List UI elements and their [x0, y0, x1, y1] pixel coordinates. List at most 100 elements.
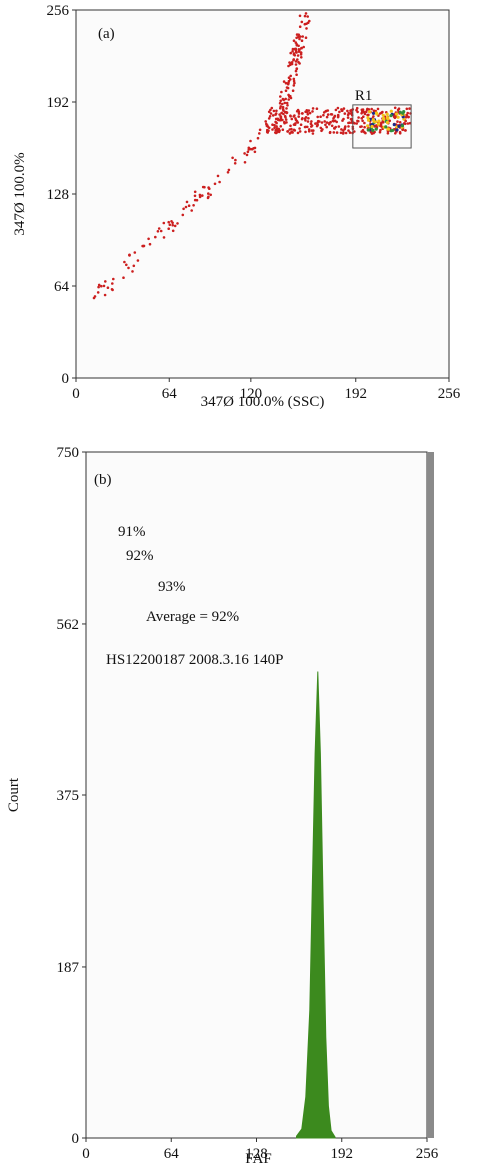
scatter-point: [294, 63, 298, 66]
scatter-point: [386, 127, 390, 131]
scatter-point: [233, 162, 237, 165]
scatter-point: [292, 58, 296, 61]
scatter-point: [287, 64, 290, 68]
scatter-point: [394, 115, 398, 119]
scatter-point: [181, 213, 185, 217]
scatter-point: [293, 123, 297, 126]
scatter-point: [326, 109, 330, 112]
scatter-point: [396, 115, 400, 119]
x-tick-label: 0: [82, 1146, 90, 1162]
scatter-point: [192, 204, 195, 207]
annotation-93: 93%: [158, 579, 186, 595]
scatter-point: [270, 106, 274, 110]
scatter-point: [400, 124, 405, 128]
scatter-point: [297, 115, 301, 118]
scatter-point: [274, 120, 277, 124]
scatter-point: [297, 35, 300, 39]
scatter-point: [302, 45, 306, 49]
scatter-point: [271, 123, 274, 126]
scatter-point: [364, 131, 367, 135]
scatter-point: [403, 122, 406, 125]
scatter-point: [136, 259, 140, 262]
scatter-point: [154, 235, 157, 239]
scatter-point: [195, 198, 199, 202]
histogram-plot-frame: [85, 451, 428, 1139]
annotation-average: Average = 92%: [146, 609, 239, 625]
scatter-point: [333, 127, 336, 130]
scatter-point: [307, 109, 311, 112]
scatter-point: [366, 118, 371, 122]
scatter-point: [300, 39, 304, 42]
scatter-point: [264, 120, 268, 123]
scatter-point: [276, 117, 280, 121]
scatter-point: [285, 111, 289, 114]
scatter-point: [283, 101, 287, 105]
scatter-point: [279, 115, 283, 119]
histogram-panel: 0 64 128 192 256 0 187 375 562 750 (b) 91% 92% 93…: [6, 445, 439, 1167]
scatter-point: [123, 260, 126, 264]
scatter-point: [185, 200, 189, 204]
y-tick-label: 0: [62, 371, 70, 387]
y-tick-label: 64: [54, 279, 70, 295]
scatter-point: [290, 61, 294, 64]
scatter-point: [385, 112, 389, 116]
scatter-point: [201, 194, 204, 197]
scatter-point: [379, 124, 383, 128]
scatter-point: [386, 131, 390, 135]
scatter-point: [307, 128, 311, 131]
scatter-point: [334, 108, 338, 112]
scatter-point: [171, 223, 174, 227]
scatter-point: [111, 282, 114, 285]
scatter-point: [249, 139, 252, 143]
annotation-sample-id: HS12200187 2008.3.16 140P: [106, 652, 284, 668]
scatter-point: [170, 220, 173, 223]
scatter-point: [284, 118, 288, 121]
scatter-point: [370, 107, 374, 111]
x-tick-label: 256: [438, 386, 461, 402]
scatter-point: [360, 112, 363, 115]
scatter-point: [401, 111, 405, 115]
scatter-point: [348, 121, 352, 124]
scatter-point: [357, 119, 360, 123]
scatter-point: [176, 222, 179, 225]
scatter-point: [335, 120, 339, 124]
scatter-point: [393, 106, 397, 110]
scatter-point: [275, 128, 279, 132]
x-tick-label: 0: [72, 386, 80, 402]
scatter-point: [346, 113, 350, 117]
scatter-point: [287, 76, 291, 79]
scatter-point: [389, 109, 393, 113]
scatter-point: [298, 37, 301, 41]
scatter-point: [304, 119, 307, 122]
scatter-point: [272, 109, 276, 113]
scatter-point: [190, 209, 193, 212]
scatter-point: [133, 251, 137, 254]
scatter-point: [397, 124, 401, 128]
scatter-point: [300, 117, 304, 121]
scatter-point: [182, 207, 185, 211]
scatter-point: [370, 124, 374, 129]
scatter-point: [290, 130, 294, 133]
scatter-point: [97, 285, 100, 289]
scatter-point: [401, 128, 405, 132]
scatter-point: [403, 129, 407, 132]
scatter-point: [379, 128, 382, 132]
y-tick-label: 192: [47, 95, 70, 111]
x-tick-label: 120: [240, 386, 263, 402]
scatter-point: [128, 254, 131, 257]
scatter-point: [266, 131, 270, 134]
scatter-point: [294, 69, 298, 73]
scatter-point: [280, 90, 283, 94]
scatter-point: [297, 33, 301, 36]
scatter-point: [102, 284, 106, 288]
scatter-point: [301, 112, 304, 115]
panel-label-b: (b): [94, 472, 112, 488]
scatter-point: [193, 194, 197, 198]
scatter-point: [324, 123, 327, 127]
annotation-91: 91%: [118, 524, 146, 540]
scatter-point: [396, 120, 399, 123]
scatter-point: [386, 116, 390, 120]
scatter-point: [249, 147, 252, 151]
scatter-point: [370, 132, 374, 135]
scatter-point: [326, 113, 330, 116]
